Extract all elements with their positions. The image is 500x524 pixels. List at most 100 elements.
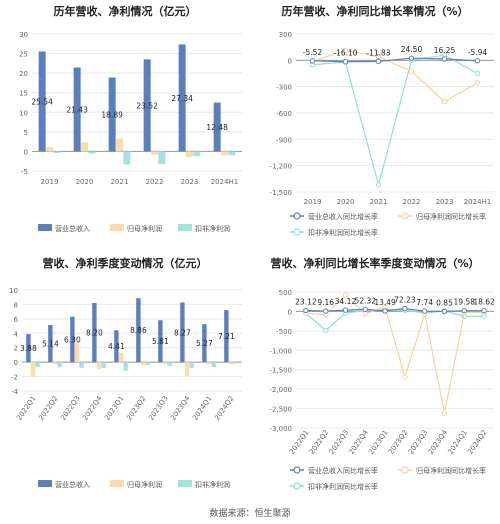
legend-label: 扣非净利润同比增长率 (308, 482, 378, 491)
bar-net-profit (228, 362, 234, 365)
data-source: 数据来源：恒生聚源 (209, 509, 291, 519)
bar-net-profit (140, 362, 146, 366)
data-point (481, 308, 487, 314)
data-label: 25.54 (31, 97, 53, 106)
data-label: 6.30 (64, 335, 81, 344)
bar-revenue (114, 330, 119, 363)
bar-net-profit (206, 362, 212, 365)
x-tick-label: 2020 (337, 198, 355, 206)
data-point (342, 292, 349, 298)
x-tick-label: 2022 (403, 198, 421, 206)
x-tick-label: 2024Q2 (213, 395, 235, 422)
y-tick-label: 4 (14, 330, 19, 338)
x-tick-label: 2023 (181, 178, 199, 186)
y-tick-label: -3,000 (269, 425, 292, 433)
data-point (342, 59, 349, 65)
x-tick-label: 2023Q2 (125, 395, 147, 422)
chart-title: 历年营收、净利情况（亿元） (53, 5, 197, 18)
data-label: 5.81 (152, 337, 169, 346)
bar-revenue (224, 310, 229, 363)
bar-net-profit (162, 362, 168, 365)
bar-revenue (180, 302, 185, 363)
chart-panel-quarterly-revenue: 营收、净利季度变动情况（亿元） -4 -2 0 2 4 6 8 10 2022Q1 2022Q2 2… (0, 252, 250, 504)
legend-marker (293, 466, 301, 474)
y-tick-label: 8 (14, 301, 18, 309)
bar-revenue (48, 325, 53, 363)
data-label: 3.88 (20, 344, 37, 353)
legend-swatch (38, 480, 52, 487)
chart-title: 历年营收、净利同比增长率情况（%） (281, 5, 469, 18)
bar-deducted-profit (167, 362, 172, 366)
y-tick-label: -1,500 (269, 367, 292, 375)
bar-deducted-profit (101, 362, 106, 368)
data-point (382, 308, 388, 314)
y-tick-label: -600 (276, 110, 292, 118)
bar-revenue (73, 67, 81, 152)
chart-panel-annual-growth: 历年营收、净利同比增长率情况（%） 300 0 -300 -600 -900 -1,200… (250, 0, 500, 250)
annual-growth-chart: 300 0 -300 -600 -900 -1,200 -1,500 2019 2020 2021… (269, 31, 494, 237)
data-label: 72.23 (394, 296, 416, 305)
bar-deducted-profit (193, 151, 201, 157)
y-tick-label: 15 (19, 90, 28, 98)
bar-deducted-profit (53, 151, 61, 153)
x-tick-label: 2024Q1 (191, 395, 213, 422)
data-label: 34.12 (335, 297, 357, 306)
data-point (461, 307, 468, 314)
y-tick-label: 30 (19, 31, 28, 39)
bar-net-profit (52, 362, 58, 365)
legend-label: 营业总收入同比增长率 (308, 466, 378, 475)
y-tick-label: -500 (276, 328, 292, 336)
legend-label: 归母净利润同比增长率 (416, 466, 486, 475)
legend-label: 营业总收入同比增长率 (308, 212, 378, 221)
bar-revenue (202, 324, 207, 363)
data-label: 5.14 (42, 340, 59, 349)
y-tick-label: 0 (288, 308, 292, 316)
y-tick-label: -2,000 (269, 386, 292, 394)
bar-net-profit (186, 151, 193, 157)
x-tick-label: 2023 (436, 198, 454, 206)
legend-swatch (38, 224, 52, 231)
bar-net-profit (184, 362, 190, 376)
bar-net-profit (221, 151, 228, 156)
data-point (474, 70, 481, 77)
data-point (323, 308, 329, 314)
bar-deducted-profit (79, 362, 84, 368)
chart-panel-quarterly-growth: 营收、净利同比增长率季度变动情况（%） 500 0 -500 -1,000 -1,500… (250, 252, 500, 504)
data-point (441, 56, 448, 62)
chart-title: 营收、净利季度变动情况（亿元） (42, 257, 208, 270)
bar-deducted-profit (145, 362, 150, 366)
data-label: -5.94 (468, 48, 488, 57)
y-tick-label: -1,200 (269, 163, 292, 171)
bar-revenue (26, 334, 31, 363)
bar-revenue (38, 51, 46, 152)
chart-title: 营收、净利同比增长率季度变动情况（%） (270, 257, 480, 270)
data-point (309, 58, 316, 64)
data-label: 8.20 (86, 329, 103, 338)
y-tick-label: -2,500 (269, 406, 292, 414)
data-label: 27.34 (171, 94, 193, 103)
bar-deducted-profit (158, 151, 166, 164)
legend-marker (293, 212, 301, 220)
annual-revenue-chart: -5 0 5 10 15 20 25 30 2019 2020 2021 2022 2023 2024H1… (19, 31, 242, 233)
bar-revenue (158, 320, 163, 363)
legend-swatch (110, 480, 124, 487)
x-tick-label: 2024H1 (464, 198, 492, 206)
data-point (303, 307, 309, 314)
data-label: 24.50 (401, 45, 423, 54)
bar-revenue (70, 316, 75, 363)
bar-net-profit (118, 352, 124, 363)
bar-deducted-profit (211, 362, 216, 368)
bar-deducted-profit (35, 362, 40, 368)
legend-label: 归母净利润同比增长率 (416, 212, 486, 221)
data-point (323, 327, 329, 334)
data-point (408, 68, 415, 75)
bar-deducted-profit (189, 362, 194, 368)
bar-deducted-profit (233, 362, 238, 364)
bar-revenue (213, 102, 221, 152)
legend-swatch (178, 224, 192, 231)
bar-net-profit (96, 362, 102, 370)
y-tick-label: 300 (279, 31, 292, 39)
bar-revenue (108, 77, 116, 152)
y-tick-label: 5 (24, 129, 28, 137)
